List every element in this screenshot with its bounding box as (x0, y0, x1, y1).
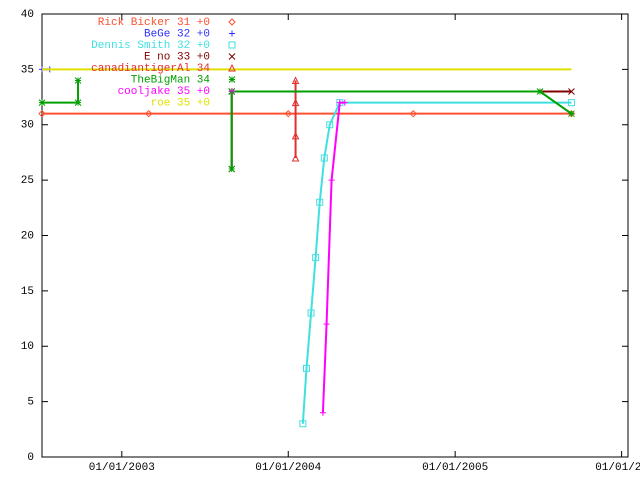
point-marker (320, 154, 328, 162)
point-marker (323, 321, 330, 328)
point-marker (312, 254, 320, 262)
point-marker (568, 110, 575, 118)
point-marker (145, 109, 153, 118)
point-marker (316, 198, 324, 206)
legend-label: canadiantigerAl 34 (91, 63, 210, 75)
point-marker (38, 109, 46, 118)
legend-label: BeGe 32 +0 (144, 28, 210, 40)
point-marker (299, 420, 307, 428)
point-marker (568, 88, 575, 95)
y-tick-label: 40 (21, 9, 34, 21)
point-marker (228, 41, 236, 49)
y-tick-label: 0 (27, 452, 34, 464)
point-marker (291, 98, 300, 107)
point-marker (536, 88, 544, 95)
point-marker (284, 109, 292, 118)
x-tick-label: 01/01/2005 (422, 462, 488, 474)
point-marker (409, 109, 417, 118)
series-line (301, 101, 572, 424)
point-marker (74, 77, 82, 84)
point-marker (319, 409, 326, 416)
point-marker (328, 177, 335, 184)
point-marker (74, 99, 82, 106)
y-tick-label: 20 (21, 230, 34, 242)
legend-label: cooljake 35 +0 (118, 86, 210, 98)
legend-label: TheBigMan 34 (131, 74, 211, 86)
x-tick-label: 01/01/2003 (89, 462, 155, 474)
point-marker (307, 309, 315, 317)
point-marker (228, 165, 236, 173)
y-tick-label: 10 (21, 341, 34, 353)
point-marker (291, 76, 300, 84)
y-tick-label: 15 (21, 286, 34, 298)
point-marker (228, 18, 236, 26)
point-marker (291, 131, 300, 140)
point-marker (228, 63, 236, 72)
y-tick-label: 25 (21, 175, 34, 187)
y-tick-label: 30 (21, 120, 34, 132)
point-marker (228, 76, 236, 83)
legend-label: roe 35 +0 (151, 97, 210, 109)
legend-label: Rick Bicker 31 +0 (98, 17, 210, 29)
point-marker (302, 364, 310, 372)
point-marker (341, 99, 348, 106)
point-marker (229, 88, 235, 94)
y-tick-label: 5 (27, 397, 34, 409)
point-marker (38, 99, 46, 106)
point-marker (336, 99, 343, 106)
point-marker (229, 30, 235, 37)
legend-label: E no 33 +0 (144, 51, 210, 63)
point-marker (336, 99, 344, 107)
point-marker (567, 99, 575, 107)
point-marker (326, 121, 334, 129)
legend-label: Dennis Smith 32 +0 (91, 40, 210, 52)
x-tick-label: 01/01/2004 (255, 462, 321, 474)
point-marker (291, 153, 300, 162)
y-tick-label: 35 (21, 64, 34, 76)
x-tick-label: 01/01/20 (595, 462, 640, 474)
point-marker (228, 53, 236, 60)
